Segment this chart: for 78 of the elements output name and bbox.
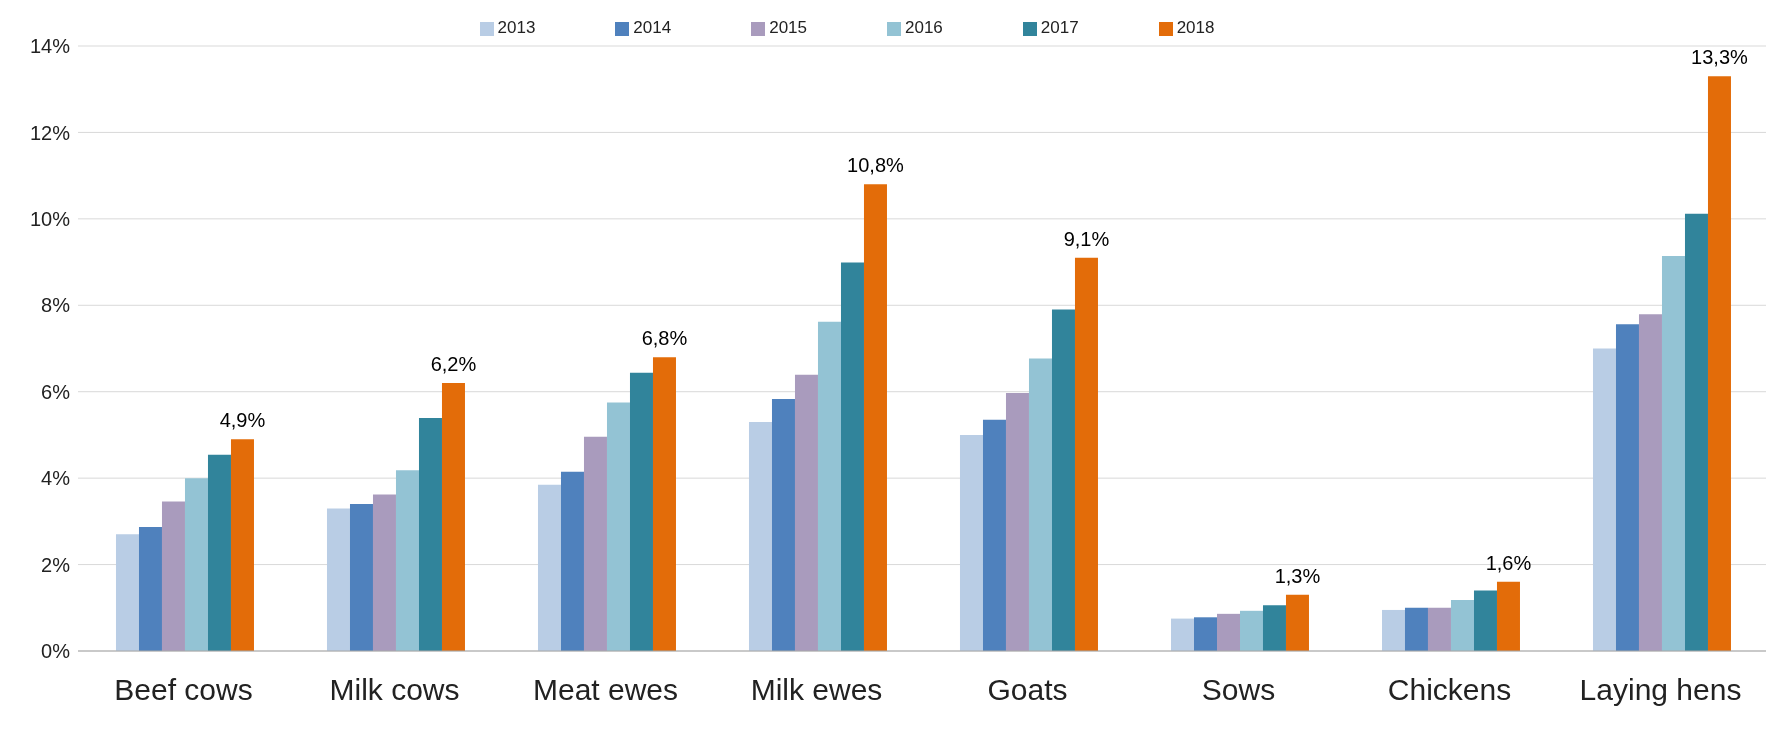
bar	[1427, 607, 1451, 651]
bar	[1074, 257, 1098, 651]
bar	[1615, 324, 1639, 651]
bar	[560, 471, 584, 651]
bar	[748, 421, 772, 651]
bar	[418, 418, 442, 651]
x-tick-label: Meat ewes	[532, 673, 679, 707]
bar	[326, 508, 350, 651]
bar	[959, 434, 983, 651]
x-tick-label: Milk cows	[329, 673, 460, 707]
y-tick-label: 14%	[29, 35, 71, 58]
bar	[1638, 314, 1662, 651]
bar	[1216, 613, 1240, 651]
legend-label: 2014	[633, 18, 672, 37]
bar	[1381, 609, 1405, 651]
bar	[817, 321, 841, 651]
bar	[840, 262, 864, 651]
bar	[1285, 594, 1309, 651]
y-tick-label: 10%	[29, 207, 71, 230]
y-tick-label: 2%	[41, 553, 71, 576]
x-tick-label: Goats	[987, 673, 1068, 707]
bar	[1170, 618, 1194, 651]
data-label: 1,3%	[1274, 564, 1321, 587]
bar	[1450, 600, 1474, 651]
data-label: 9,1%	[1063, 227, 1110, 250]
bar	[1707, 76, 1731, 651]
legend-label: 2018	[1176, 18, 1215, 37]
bar	[441, 383, 465, 651]
data-label: 4,9%	[219, 409, 266, 432]
bar	[1262, 605, 1286, 651]
bar	[794, 374, 818, 651]
bar	[184, 478, 208, 651]
bar	[115, 534, 139, 651]
bar	[1193, 617, 1217, 651]
bar	[138, 526, 162, 651]
data-label: 6,2%	[430, 353, 477, 376]
data-label: 1,6%	[1485, 551, 1532, 574]
bar	[1051, 309, 1075, 651]
data-label: 13,3%	[1691, 46, 1749, 69]
bar	[1473, 590, 1497, 651]
bar	[1661, 256, 1685, 651]
bar	[1239, 610, 1263, 651]
bar	[1684, 213, 1708, 651]
bar	[863, 184, 887, 651]
bar	[583, 436, 607, 651]
y-tick-label: 6%	[41, 380, 71, 403]
bar	[1005, 393, 1029, 651]
bar	[372, 494, 396, 651]
bar	[207, 454, 231, 651]
x-tick-label: Milk ewes	[750, 673, 883, 707]
x-tick-label: Sows	[1201, 673, 1276, 707]
bar	[1404, 607, 1428, 651]
bar	[537, 484, 561, 651]
bar	[230, 439, 254, 651]
bar	[349, 504, 373, 651]
bar	[161, 501, 185, 651]
x-tick-label: Beef cows	[114, 673, 253, 707]
bar	[652, 357, 676, 651]
y-tick-label: 0%	[41, 640, 71, 663]
bar	[982, 419, 1006, 651]
legend-label: 2016	[905, 18, 943, 37]
x-tick-label: Chickens	[1387, 673, 1512, 707]
bar	[771, 399, 795, 651]
bar	[1496, 581, 1520, 651]
y-tick-label: 4%	[41, 467, 71, 490]
bar	[395, 470, 419, 651]
x-tick-label: Laying hens	[1579, 673, 1742, 707]
legend-label: 2017	[1040, 18, 1079, 37]
y-tick-label: 8%	[41, 294, 71, 317]
bar	[606, 402, 630, 651]
data-label: 10,8%	[847, 154, 905, 177]
bar	[1592, 348, 1616, 651]
legend-label: 2013	[497, 18, 536, 37]
bar	[629, 372, 653, 651]
legend-label: 2015	[769, 18, 807, 37]
bar	[1028, 358, 1052, 651]
y-tick-label: 12%	[29, 121, 71, 144]
data-label: 6,8%	[641, 327, 688, 350]
